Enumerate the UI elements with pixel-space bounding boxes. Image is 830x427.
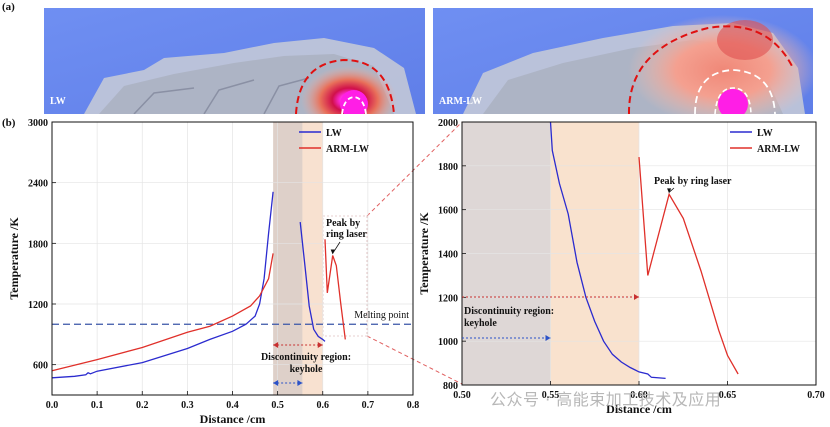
x-tick-label-0: 0.0 [46,400,59,411]
series-line-arm-lw-0 [51,253,274,372]
peak-arrow [332,241,341,254]
peak-annotation: Peak by ring laser [654,176,732,187]
legend-label-lw: LW [326,128,342,139]
x-tick-label-7: 0.7 [362,400,375,411]
sim-label-arm-lw: ARM-LW [439,96,482,107]
zoom-connector-top [366,121,463,217]
peak-annotation-line1: Peak by [326,218,360,229]
y-tick-label-2: 1200 [438,293,458,304]
x-tick-label-1: 0.1 [91,400,104,411]
legend-label-arm-lw: ARM-LW [326,144,369,155]
chart-right: 0.50 0.55 0.60 0.65 0.70 800 1000 1200 1400 1600 1… [418,118,825,416]
shaded-region-1 [302,122,323,395]
peak-arrowhead [667,188,672,194]
y-axis-label: Temperature /K [418,212,431,295]
y-tick-label-0: 600 [33,361,48,372]
y-tick-label-2: 1800 [28,239,48,250]
y-tick-label-4: 3000 [28,118,48,129]
chart-left: Melting point 0.0 0.1 0.2 0.3 0.4 0.5 0.6 0.7 0.8… [7,118,420,426]
y-tick-label-4: 1600 [438,206,458,217]
sim-label-lw: LW [50,96,66,107]
x-tick-label-2: 0.60 [630,390,648,401]
y-tick-label-3: 2400 [28,179,48,190]
region-arrowtail-1 [273,380,279,386]
peak-arrowhead [330,249,335,255]
legend-label-lw: LW [757,128,773,139]
discontinuity-annotation-line2: keyhole [290,364,323,375]
region-arrowhead-1 [297,380,303,386]
y-tick-label-6: 2000 [438,118,458,129]
discontinuity-annotation-line1: Discontinuity region: [261,352,351,363]
region-arrowhead-1 [545,335,551,341]
region-arrowtail-0 [273,342,279,348]
watermark-text: 公众号 · 高能束加工技术及应用 [490,390,722,409]
region-arrowhead-0 [634,294,639,300]
melting-point-label: Melting point [354,310,409,321]
discontinuity-annotation-line2: keyhole [464,318,497,329]
peak-annotation-line2: ring laser [326,229,367,240]
x-tick-label-4: 0.70 [807,390,825,401]
series-line-lw-1 [299,222,326,342]
x-tick-label-1: 0.55 [542,390,560,401]
zoom-connector-bottom [366,335,463,385]
x-axis-label: Distance /cm [606,402,672,416]
y-tick-label-5: 1800 [438,162,458,173]
series-line-arm-lw-1 [324,239,346,340]
region-arrowhead-0 [317,342,323,348]
sim-image-arm-lw [433,8,813,114]
x-tick-label-6: 0.6 [317,400,330,411]
x-tick-label-5: 0.5 [271,400,284,411]
series-line-lw-0 [549,121,666,380]
x-tick-label-0: 0.50 [453,390,471,401]
y-axis-label: Temperature /K [7,217,21,300]
x-tick-label-3: 0.3 [181,400,194,411]
y-tick-label-3: 1400 [438,250,458,261]
series-line-arm-lw-0 [638,157,739,375]
peak-arrow [668,187,675,193]
sim-image-lw [44,8,425,114]
shaded-region-0 [273,122,303,395]
legend-label-arm-lw: ARM-LW [757,144,800,155]
panel-b-label: (b) [2,117,16,129]
x-tick-label-3: 0.65 [719,390,737,401]
y-tick-label-1: 1000 [438,337,458,348]
x-tick-label-8: 0.8 [407,400,420,411]
panel-a-label: (a) [2,1,15,13]
series-line-lw-0 [51,191,274,379]
x-tick-label-4: 0.4 [226,400,239,411]
x-axis-label: Distance /cm [200,412,266,426]
discontinuity-annotation-line1: Discontinuity region: [464,306,554,317]
y-tick-label-0: 800 [443,381,458,392]
y-tick-label-1: 1200 [28,300,48,311]
x-tick-label-2: 0.2 [136,400,149,411]
